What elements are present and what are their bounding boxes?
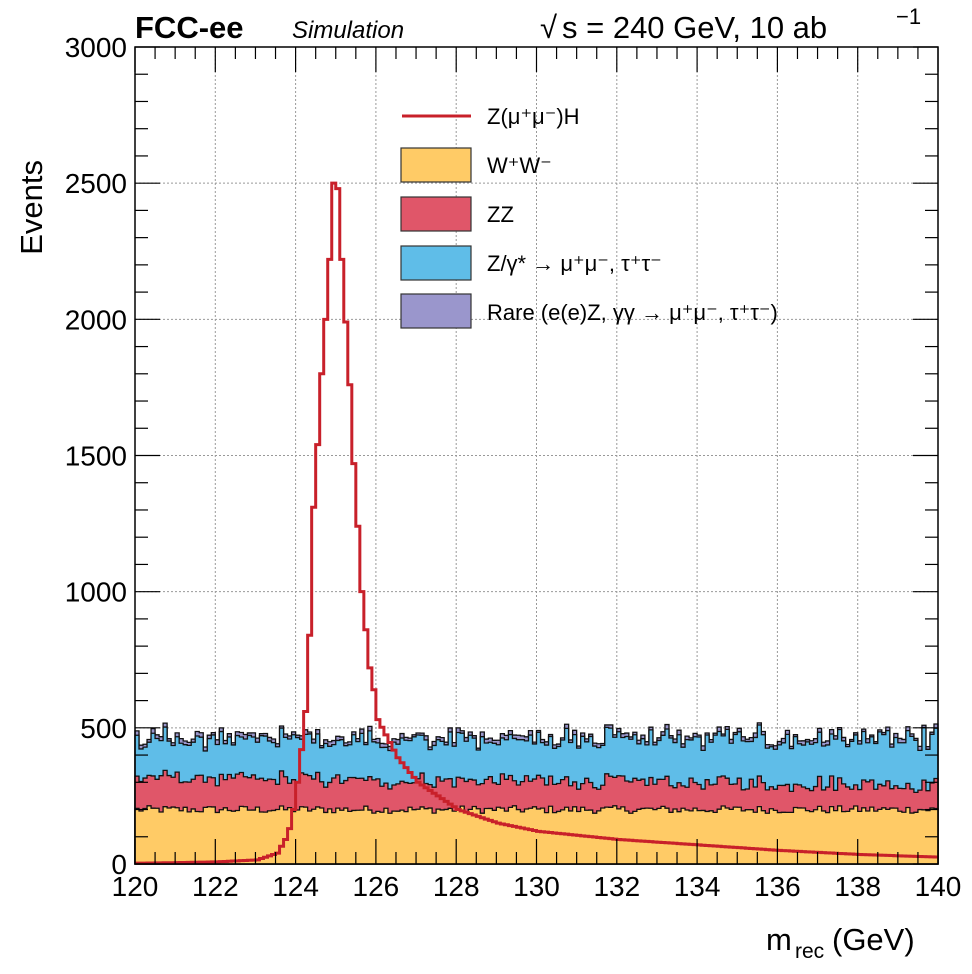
grid-lines xyxy=(135,47,938,864)
legend: Z(μ⁺μ⁻)H W⁺W⁻ ZZ Z/γ* → μ⁺μ⁻, τ⁺τ⁻ Rare … xyxy=(400,104,778,329)
y-axis-title: Events xyxy=(14,160,49,255)
signal-histogram xyxy=(135,181,938,865)
sqrt-symbol: √ xyxy=(540,10,557,45)
x-tick-label: 136 xyxy=(754,871,801,902)
y-tick-label: 2000 xyxy=(65,304,127,335)
x-tick-labels: 120 122 124 126 128 130 132 134 136 138 140 xyxy=(112,871,962,902)
legend-item-zz: ZZ xyxy=(400,196,514,232)
x-tick-label: 126 xyxy=(353,871,400,902)
x-tick-label: 124 xyxy=(272,871,319,902)
x-tick-label: 132 xyxy=(593,871,640,902)
legend-label: Z/γ* → μ⁺μ⁻, τ⁺τ⁻ xyxy=(487,251,662,276)
legend-label: Rare (e(e)Z, γγ → μ⁺μ⁻, τ⁺τ⁻) xyxy=(487,300,778,325)
legend-item-ww: W⁺W⁻ xyxy=(400,147,552,183)
x-tick-label: 128 xyxy=(433,871,480,902)
x-axis-title-subscript: rec xyxy=(795,940,824,963)
x-axis-title-unit: (GeV) xyxy=(832,922,915,957)
x-tick-label: 138 xyxy=(834,871,881,902)
legend-label: Z(μ⁺μ⁻)H xyxy=(487,104,580,129)
lumi-exponent: −1 xyxy=(896,4,921,29)
legend-swatch xyxy=(400,245,472,281)
legend-item-zh: Z(μ⁺μ⁻)H xyxy=(402,104,580,129)
y-tick-labels: 0 500 1000 1500 2000 2500 3000 xyxy=(65,32,127,880)
plot-frame xyxy=(134,46,939,865)
x-tick-label: 140 xyxy=(915,871,962,902)
x-tick-label: 122 xyxy=(192,871,239,902)
legend-label: W⁺W⁻ xyxy=(487,153,552,178)
legend-item-zgamma: Z/γ* → μ⁺μ⁻, τ⁺τ⁻ xyxy=(400,245,662,281)
x-tick-label: 120 xyxy=(112,871,159,902)
energy-lumi-text: s = 240 GeV, 10 ab xyxy=(562,10,827,45)
x-tick-label: 134 xyxy=(674,871,721,902)
x-axis-title-main: m xyxy=(766,922,792,957)
x-tick-label: 130 xyxy=(513,871,560,902)
legend-swatch xyxy=(400,293,472,329)
y-tick-label: 500 xyxy=(80,713,127,744)
y-tick-label: 2500 xyxy=(65,168,127,199)
legend-label: ZZ xyxy=(487,202,514,227)
y-tick-label: 1500 xyxy=(65,441,127,472)
energy-lumi-label: √ s = 240 GeV, 10 ab −1 xyxy=(540,4,921,45)
legend-item-rare: Rare (e(e)Z, γγ → μ⁺μ⁻, τ⁺τ⁻) xyxy=(400,293,778,329)
signal-line xyxy=(135,181,938,865)
experiment-label: FCC-ee xyxy=(135,10,244,45)
background-stacks xyxy=(134,722,939,865)
y-tick-label: 3000 xyxy=(65,32,127,63)
x-axis-title: m rec (GeV) xyxy=(766,922,915,963)
legend-swatch xyxy=(400,196,472,232)
simulation-label: Simulation xyxy=(292,17,404,44)
y-tick-label: 1000 xyxy=(65,577,127,608)
y-tick-label: 0 xyxy=(111,849,127,880)
legend-swatch xyxy=(400,147,472,183)
stack-ww xyxy=(134,805,939,865)
